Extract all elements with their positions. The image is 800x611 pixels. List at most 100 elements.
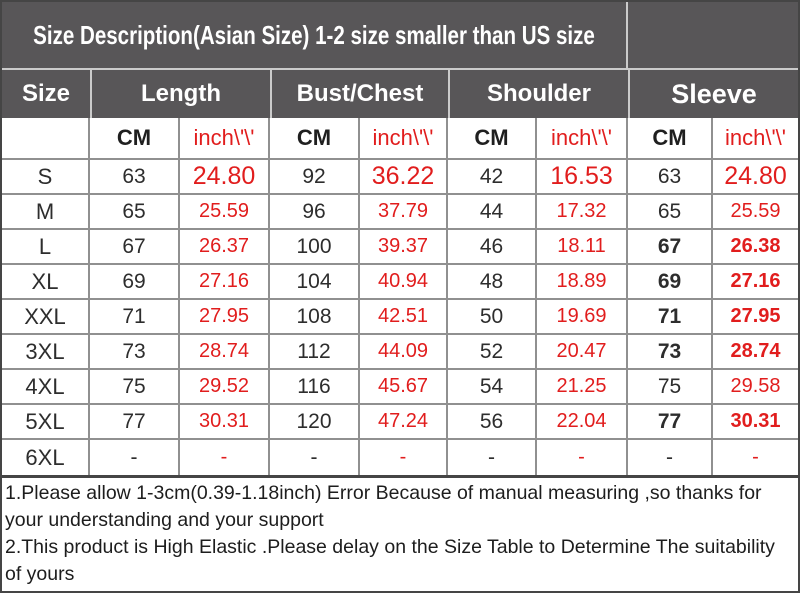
unit-header-shoulder-inch: inch\'\': [537, 118, 628, 160]
notes-section: 1.Please allow 1-3cm(0.39-1.18inch) Erro…: [2, 475, 798, 591]
cell-4XL-sleeve_cm: 75: [628, 370, 713, 405]
column-header-shoulder: Shoulder: [448, 70, 628, 118]
cell-3XL-shoulder_in: 20.47: [537, 335, 628, 370]
size-label: 6XL: [2, 440, 90, 475]
cell-XL-sleeve_in: 27.16: [713, 265, 798, 300]
cell-3XL-bust_cm: 112: [270, 335, 360, 370]
cell-5XL-sleeve_cm: 77: [628, 405, 713, 440]
cell-L-length_in: 26.37: [180, 230, 270, 265]
table-row: S 63 24.80 92 36.22 42 16.53 63 24.80: [2, 160, 798, 195]
cell-L-sleeve_in: 26.38: [713, 230, 798, 265]
note-line-2: 2.This product is High Elastic .Please d…: [5, 536, 775, 585]
cell-L-shoulder_cm: 46: [448, 230, 537, 265]
cell-XL-bust_cm: 104: [270, 265, 360, 300]
unit-header-sleeve-inch: inch\'\': [713, 118, 798, 160]
cell-L-length_cm: 67: [90, 230, 180, 265]
unit-header-sleeve-cm: CM: [628, 118, 713, 160]
cell-5XL-length_in: 30.31: [180, 405, 270, 440]
size-label: 4XL: [2, 370, 90, 405]
size-label: 5XL: [2, 405, 90, 440]
size-table: Size Description(Asian Size) 1-2 size sm…: [0, 0, 800, 593]
cell-3XL-length_in: 28.74: [180, 335, 270, 370]
note-line-1: 1.Please allow 1-3cm(0.39-1.18inch) Erro…: [5, 482, 762, 531]
cell-S-length_in: 24.80: [180, 160, 270, 195]
cell-XXL-shoulder_cm: 50: [448, 300, 537, 335]
unit-header-empty: [2, 118, 90, 160]
cell-3XL-sleeve_cm: 73: [628, 335, 713, 370]
cell-XXL-bust_cm: 108: [270, 300, 360, 335]
cell-XL-shoulder_cm: 48: [448, 265, 537, 300]
column-header-bust-chest: Bust/Chest: [270, 70, 448, 118]
size-label: L: [2, 230, 90, 265]
cell-S-length_cm: 63: [90, 160, 180, 195]
table-row: L 67 26.37 100 39.37 46 18.11 67 26.38: [2, 230, 798, 265]
cell-M-bust_cm: 96: [270, 195, 360, 230]
cell-XL-length_in: 27.16: [180, 265, 270, 300]
cell-XXL-bust_in: 42.51: [360, 300, 448, 335]
unit-header-bust-cm: CM: [270, 118, 360, 160]
cell-4XL-bust_in: 45.67: [360, 370, 448, 405]
cell-4XL-length_in: 29.52: [180, 370, 270, 405]
column-header-row: Size Length Bust/Chest Shoulder Sleeve: [2, 70, 798, 118]
cell-S-bust_in: 36.22: [360, 160, 448, 195]
cell-3XL-shoulder_cm: 52: [448, 335, 537, 370]
cell-5XL-bust_in: 47.24: [360, 405, 448, 440]
cell-S-sleeve_in: 24.80: [713, 160, 798, 195]
cell-M-length_in: 25.59: [180, 195, 270, 230]
size-label: XL: [2, 265, 90, 300]
cell-XL-sleeve_cm: 69: [628, 265, 713, 300]
cell-5XL-sleeve_in: 30.31: [713, 405, 798, 440]
cell-XL-length_cm: 69: [90, 265, 180, 300]
unit-header-length-cm: CM: [90, 118, 180, 160]
cell-M-bust_in: 37.79: [360, 195, 448, 230]
title-spacer: [626, 2, 798, 68]
cell-4XL-length_cm: 75: [90, 370, 180, 405]
cell-XL-shoulder_in: 18.89: [537, 265, 628, 300]
cell-M-length_cm: 65: [90, 195, 180, 230]
cell-XXL-sleeve_in: 27.95: [713, 300, 798, 335]
cell-3XL-bust_in: 44.09: [360, 335, 448, 370]
unit-header-shoulder-cm: CM: [448, 118, 537, 160]
cell-M-shoulder_cm: 44: [448, 195, 537, 230]
cell-M-sleeve_cm: 65: [628, 195, 713, 230]
size-label: 3XL: [2, 335, 90, 370]
cell-6XL-bust_in: -: [360, 440, 448, 475]
cell-6XL-shoulder_in: -: [537, 440, 628, 475]
cell-M-shoulder_in: 17.32: [537, 195, 628, 230]
cell-5XL-shoulder_cm: 56: [448, 405, 537, 440]
table-title-text: Size Description(Asian Size) 1-2 size sm…: [33, 19, 595, 50]
cell-L-bust_in: 39.37: [360, 230, 448, 265]
cell-S-bust_cm: 92: [270, 160, 360, 195]
cell-S-sleeve_cm: 63: [628, 160, 713, 195]
cell-6XL-length_in: -: [180, 440, 270, 475]
cell-S-shoulder_in: 16.53: [537, 160, 628, 195]
cell-S-shoulder_cm: 42: [448, 160, 537, 195]
size-label: M: [2, 195, 90, 230]
unit-header-row: CM inch\'\' CM inch\'\' CM inch\'\' CM i…: [2, 118, 798, 160]
cell-XXL-shoulder_in: 19.69: [537, 300, 628, 335]
table-row: XL 69 27.16 104 40.94 48 18.89 69 27.16: [2, 265, 798, 300]
cell-5XL-length_cm: 77: [90, 405, 180, 440]
cell-3XL-length_cm: 73: [90, 335, 180, 370]
cell-6XL-sleeve_in: -: [752, 446, 759, 468]
unit-header-length-inch: inch\'\': [180, 118, 270, 160]
size-label: XXL: [2, 300, 90, 335]
table-row: 5XL 77 30.31 120 47.24 56 22.04 77 30.31: [2, 405, 798, 440]
cell-XL-bust_in: 40.94: [360, 265, 448, 300]
cell-4XL-bust_cm: 116: [270, 370, 360, 405]
title-row: Size Description(Asian Size) 1-2 size sm…: [2, 2, 798, 70]
cell-5XL-bust_cm: 120: [270, 405, 360, 440]
size-table-body: S 63 24.80 92 36.22 42 16.53 63 24.80 M 65 25.59 96 3…: [2, 160, 798, 475]
cell-L-sleeve_cm: 67: [628, 230, 713, 265]
table-title: Size Description(Asian Size) 1-2 size sm…: [2, 2, 626, 68]
cell-L-shoulder_in: 18.11: [537, 230, 628, 265]
cell-XXL-length_in: 27.95: [180, 300, 270, 335]
cell-4XL-sleeve_in: 29.58: [713, 370, 798, 405]
cell-5XL-shoulder_in: 22.04: [537, 405, 628, 440]
table-row: 3XL 73 28.74 112 44.09 52 20.47 73 28.74: [2, 335, 798, 370]
cell-6XL-shoulder_cm: -: [448, 440, 537, 475]
table-row: 6XL - - - - - - - -: [2, 440, 798, 475]
cell-XXL-sleeve_cm: 71: [628, 300, 713, 335]
cell-4XL-shoulder_cm: 54: [448, 370, 537, 405]
cell-6XL-bust_cm: -: [270, 440, 360, 475]
